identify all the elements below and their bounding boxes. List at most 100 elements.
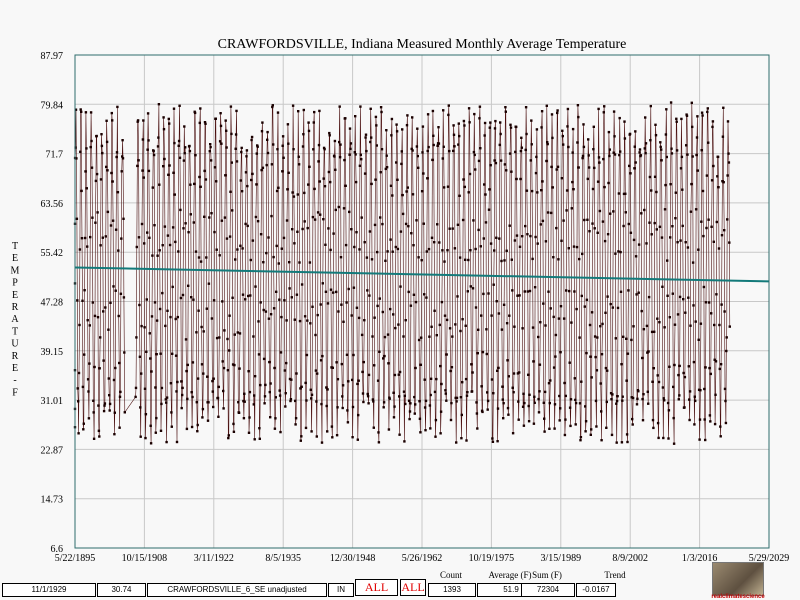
data-point xyxy=(535,155,538,159)
data-point xyxy=(278,389,281,392)
data-point xyxy=(300,385,303,388)
data-point xyxy=(120,237,123,240)
data-point xyxy=(608,148,611,151)
data-point xyxy=(571,180,574,184)
data-point xyxy=(364,133,368,136)
data-point xyxy=(597,156,601,159)
selected-value-field[interactable]: 30.74 xyxy=(97,583,146,597)
data-point xyxy=(276,111,280,114)
data-point xyxy=(717,186,720,189)
data-point xyxy=(681,224,684,228)
data-point xyxy=(223,329,226,332)
data-point xyxy=(562,143,565,146)
data-point xyxy=(450,401,453,405)
data-point xyxy=(565,189,569,192)
selected-date-field[interactable]: 11/1/1929 xyxy=(2,583,96,597)
data-point xyxy=(343,158,346,162)
data-point xyxy=(445,399,448,402)
data-point xyxy=(360,333,364,337)
data-point xyxy=(676,241,679,244)
data-point xyxy=(475,412,479,415)
data-point xyxy=(510,170,513,173)
data-point xyxy=(395,130,399,133)
data-point xyxy=(573,377,576,380)
data-point xyxy=(622,335,625,338)
data-point xyxy=(319,303,322,306)
data-point xyxy=(203,215,206,218)
x-tick-label: 5/29/2029 xyxy=(749,553,790,564)
data-point xyxy=(685,144,688,147)
data-point xyxy=(173,193,176,196)
state-field[interactable]: IN xyxy=(328,583,354,597)
data-point xyxy=(204,178,208,181)
data-point xyxy=(659,141,662,144)
data-point xyxy=(608,154,611,158)
data-point xyxy=(449,418,453,422)
data-point xyxy=(367,373,371,377)
data-point xyxy=(316,372,319,375)
data-point xyxy=(142,176,145,179)
data-point xyxy=(285,361,288,365)
data-point xyxy=(259,383,262,387)
data-point xyxy=(716,175,719,178)
data-point xyxy=(75,157,78,160)
data-point xyxy=(650,330,654,334)
data-point xyxy=(344,117,347,120)
data-point xyxy=(373,316,376,319)
data-point xyxy=(666,259,669,262)
data-point xyxy=(383,335,387,339)
data-point xyxy=(362,400,365,404)
data-point xyxy=(378,297,381,300)
data-point xyxy=(219,124,223,128)
data-point xyxy=(586,218,589,221)
data-point xyxy=(198,121,201,125)
data-point xyxy=(250,138,253,142)
all-button-1[interactable]: ALL xyxy=(355,579,398,596)
data-point xyxy=(400,162,403,166)
data-point xyxy=(246,224,249,228)
data-point xyxy=(135,245,138,249)
data-point xyxy=(424,399,428,403)
data-point xyxy=(604,366,608,370)
x-tick-label: 1/3/2016 xyxy=(682,553,718,564)
data-point xyxy=(379,106,383,109)
data-point xyxy=(351,378,354,382)
all-button-2[interactable]: ALL xyxy=(400,579,426,596)
data-point xyxy=(387,362,390,365)
data-point xyxy=(178,156,182,159)
data-point xyxy=(456,295,459,298)
data-point xyxy=(465,394,469,397)
data-point xyxy=(288,287,291,290)
data-point xyxy=(283,369,287,372)
data-point xyxy=(428,404,432,407)
data-point xyxy=(461,381,464,384)
data-point xyxy=(568,361,571,364)
data-point xyxy=(595,425,598,428)
data-point xyxy=(540,110,544,113)
data-point xyxy=(396,178,399,181)
data-point xyxy=(281,144,284,147)
data-point xyxy=(92,399,95,402)
data-point xyxy=(402,335,405,338)
data-point xyxy=(675,117,678,120)
data-point xyxy=(77,432,80,435)
data-point xyxy=(199,185,202,188)
data-point xyxy=(83,353,86,356)
data-point xyxy=(107,328,110,331)
data-point xyxy=(675,149,679,152)
data-point xyxy=(80,110,83,113)
data-point xyxy=(391,194,394,197)
data-point xyxy=(296,230,299,233)
data-point xyxy=(536,242,539,245)
station-field[interactable]: CRAWFORDSVILLE_6_SE unadjusted xyxy=(147,583,327,597)
data-point xyxy=(382,357,385,360)
data-point xyxy=(267,236,270,239)
data-point xyxy=(245,155,248,158)
data-point xyxy=(323,148,326,151)
data-point xyxy=(376,379,380,382)
data-point xyxy=(288,377,292,381)
data-point xyxy=(463,185,466,189)
data-point xyxy=(121,139,124,142)
data-point xyxy=(297,110,300,113)
data-point xyxy=(438,241,441,244)
